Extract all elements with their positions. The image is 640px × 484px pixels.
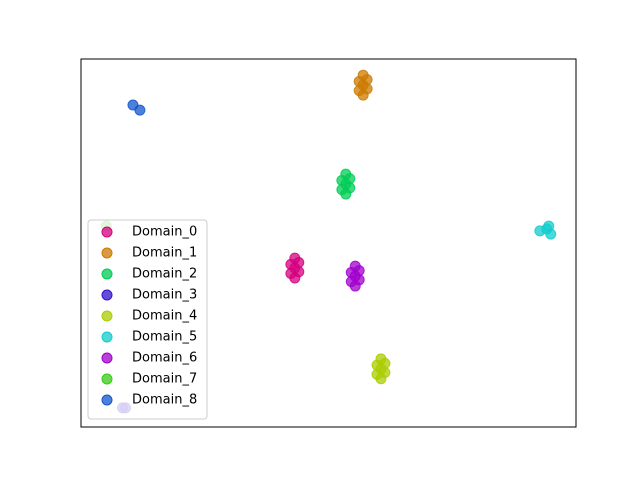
legend-marker [101,394,113,406]
legend-marker [101,226,113,238]
legend-marker [101,268,113,280]
point [340,178,352,190]
legend-label: Domain_5 [132,330,197,345]
legend-label: Domain_6 [132,351,197,366]
legend-box [87,219,208,420]
legend-marker [101,247,113,259]
legend-marker [101,331,113,343]
legend-label: Domain_2 [132,267,197,282]
point [375,363,387,375]
plot-frame [80,58,577,428]
legend-label: Domain_7 [132,372,197,387]
plot-points [100,69,557,414]
legend-label: Domain_4 [132,309,197,324]
legend-marker [101,352,113,364]
point [357,79,369,91]
point [134,104,146,116]
legend-marker [101,310,113,322]
legend-label: Domain_0 [132,225,197,240]
point [349,270,361,282]
point [541,223,553,235]
legend: Domain_0 Domain_1 Domain_2 Domain_3 Domain_4… [87,219,208,420]
legend-label: Domain_8 [132,393,197,408]
legend-marker [101,289,113,301]
legend-label: Domain_3 [132,288,197,303]
legend-label: Domain_1 [132,246,197,261]
point [289,262,301,274]
legend-marker [101,373,113,385]
